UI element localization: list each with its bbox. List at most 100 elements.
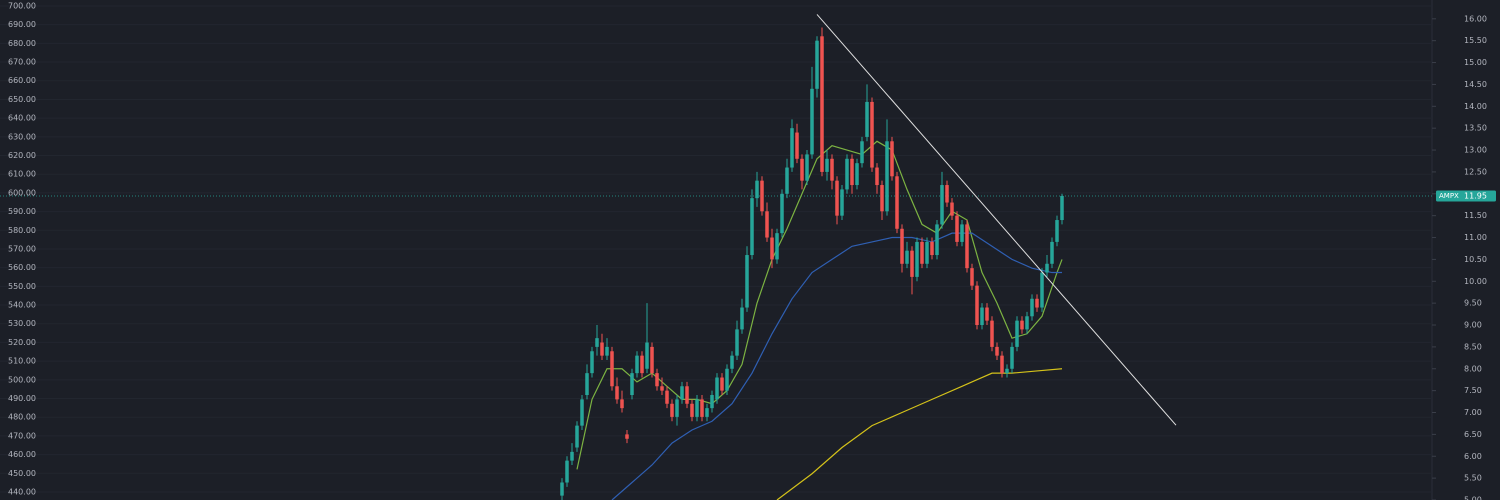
candle-body [790,128,794,168]
candle-body [880,185,884,212]
y2-tick-label: 5.00 [1464,496,1482,500]
y-tick-label: 480.00 [8,413,36,422]
candle-body [755,180,759,199]
y-tick-label: 680.00 [8,39,36,48]
candle-body [1005,368,1009,374]
candle-body [1010,346,1014,369]
candle-body [980,307,984,326]
candle-body [1055,220,1059,242]
y-tick-label: 640.00 [8,114,36,123]
moving-average [611,232,1062,500]
candle-body [970,268,974,286]
y2-tick-label: 5.50 [1464,474,1482,483]
y-tick-label: 580.00 [8,226,36,235]
candle-body [630,373,634,396]
candle-body [665,390,669,404]
candle-body [620,399,624,409]
y-tick-label: 650.00 [8,95,36,104]
candle-body [955,215,959,242]
candle-body [715,377,719,400]
candle-body [935,224,939,256]
candle-body [855,163,859,186]
candle-body [710,395,714,409]
candle-body [975,285,979,326]
candle-body [660,386,664,391]
candle-body [835,180,839,216]
candle-body [1040,272,1044,308]
y-tick-label: 620.00 [8,151,36,160]
candle-body [675,399,679,417]
candle-body [570,451,574,461]
candle-body [615,386,619,400]
y-tick-label: 460.00 [8,450,36,459]
candle-body [1050,241,1054,264]
candle-body [645,342,649,369]
candle-body [655,373,659,387]
y2-tick-label: 14.00 [1464,102,1487,111]
trendline [816,14,1177,426]
candle-body [985,307,989,321]
y2-tick-label: 9.50 [1464,299,1482,308]
y-tick-label: 500.00 [8,375,36,384]
last-price-label: 11.95 [1464,191,1487,200]
candle-body [595,338,599,347]
y-tick-label: 630.00 [8,132,36,141]
candle-body [680,386,684,400]
candle-body [1020,320,1024,330]
candle-body [750,198,754,256]
y2-tick-label: 8.00 [1464,364,1482,373]
y2-tick-label: 13.50 [1464,124,1487,133]
candle-body [810,88,814,155]
y2-tick-label: 11.50 [1464,211,1487,220]
candle-body [900,228,904,264]
candle-body [1045,263,1049,273]
y-tick-label: 450.00 [8,469,36,478]
y2-tick-label: 15.50 [1464,36,1487,45]
candle-body [1060,195,1064,221]
price-tag [1436,190,1496,202]
candle-body [1025,316,1029,330]
candle-body [850,158,854,186]
y2-tick-label: 10.00 [1464,277,1487,286]
candle-body [945,185,949,203]
candle-body [815,40,819,89]
y-tick-label: 470.00 [8,431,36,440]
candle-body [1000,355,1004,374]
candle-body [625,434,629,439]
candle-body [950,202,954,216]
candle-body [840,189,844,216]
candle-body [885,141,889,212]
candle-body [915,241,919,277]
candle-body [735,329,739,356]
candle-body [770,237,774,260]
candle-body [705,408,709,417]
y-tick-label: 670.00 [8,58,36,67]
candle-body [925,241,929,264]
candle-body [785,167,789,194]
y-tick-label: 490.00 [8,394,36,403]
candle-body [820,36,824,172]
y-tick-label: 690.00 [8,20,36,29]
candle-body [895,176,899,229]
candle-body [875,167,879,186]
y2-tick-label: 8.50 [1464,342,1482,351]
y-tick-label: 520.00 [8,338,36,347]
candle-body [865,101,869,137]
candle-body [695,399,699,417]
y2-tick-label: 15.00 [1464,58,1487,67]
candle-body [930,241,934,256]
y2-tick-label: 7.50 [1464,386,1482,395]
moving-average [576,140,1063,470]
candle-body [960,224,964,242]
candle-body [780,193,784,234]
y2-tick-label: 16.00 [1464,14,1487,23]
candle-body [825,158,829,172]
candle-body [650,346,654,374]
y2-tick-label: 11.00 [1464,233,1487,242]
candle-body [965,224,969,269]
candle-body [845,158,849,190]
y2-tick-label: 9.00 [1464,321,1482,330]
candle-body [600,342,604,356]
